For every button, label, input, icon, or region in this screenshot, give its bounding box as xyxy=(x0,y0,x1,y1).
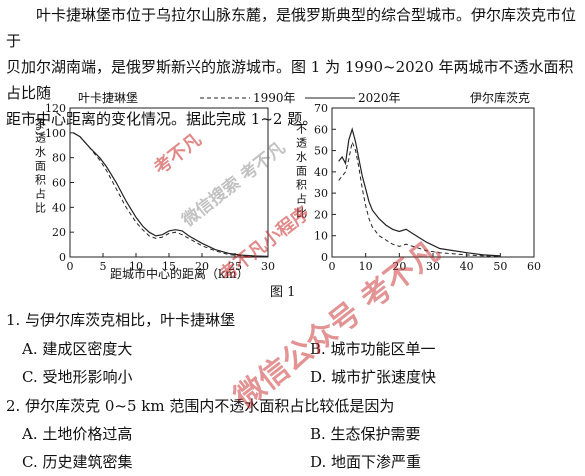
y-tick-label: 100 xyxy=(45,127,66,140)
right-series-2020 xyxy=(338,127,501,257)
left-ylabel: 不透水面积占比 xyxy=(34,118,47,216)
left-axis-ticks: 0 5 10 15 20 25 30 0 20 40 60 80 100 120 xyxy=(45,102,275,273)
right-axis-ticks: 0 10 20 30 40 50 60 0 10 20 30 40 50 60 70 xyxy=(314,102,541,273)
right-chart-title: 伊尔库茨克 xyxy=(470,90,530,105)
left-series-1990 xyxy=(73,132,269,258)
q1-option-b[interactable]: B. 城市功能区单一 xyxy=(310,340,436,358)
y-tick-label: 0 xyxy=(59,251,66,264)
x-tick-label: 25 xyxy=(228,260,242,273)
legend-2020-label: 2020年 xyxy=(358,91,401,105)
x-tick-label: 15 xyxy=(162,260,176,273)
x-tick-label: 5 xyxy=(100,260,107,273)
q1-option-a[interactable]: A. 建成区密度大 xyxy=(22,340,133,358)
y-tick-label: 70 xyxy=(314,102,328,115)
y-tick-label: 20 xyxy=(52,226,66,239)
left-yunit: （%） xyxy=(33,111,45,141)
y-tick-label: 40 xyxy=(52,201,66,214)
y-tick-label: 60 xyxy=(52,177,66,190)
y-tick-label: 30 xyxy=(314,187,328,200)
q2-option-a[interactable]: A. 土地价格过高 xyxy=(22,425,133,443)
y-tick-label: 40 xyxy=(314,166,328,179)
x-tick-label: 0 xyxy=(67,260,74,273)
intro-line-3: 距市中心距离的变化情况。据此完成 1~2 题。 xyxy=(6,110,318,128)
right-plot-frame xyxy=(331,107,535,258)
y-tick-label: 0 xyxy=(321,251,328,264)
x-tick-label: 0 xyxy=(329,260,336,273)
q2-option-b[interactable]: B. 生态保护需要 xyxy=(310,425,421,443)
xlabel: 距城市中心的距离（km） xyxy=(110,266,249,280)
y-tick-label: 60 xyxy=(314,123,328,136)
x-tick-label: 20 xyxy=(195,260,209,273)
q1-option-c[interactable]: C. 受地形影响小 xyxy=(22,368,133,386)
legend-1990-label: 1990年 xyxy=(253,91,296,105)
figure-caption: 图 1 xyxy=(270,285,296,300)
intro-paragraph: 叶卡捷琳堡市位于乌拉尔山脉东麓，是俄罗斯典型的综合型城市。伊尔库茨克市位于 贝加… xyxy=(6,2,581,132)
x-tick-label: 40 xyxy=(460,260,474,273)
right-ylabel: 不透水面积占比 xyxy=(295,123,308,221)
y-tick-label: 120 xyxy=(45,102,66,115)
x-tick-label: 50 xyxy=(493,260,507,273)
y-tick-label: 50 xyxy=(314,145,328,158)
x-tick-label: 10 xyxy=(359,260,373,273)
q2-option-d[interactable]: D. 地面下渗严重 xyxy=(310,453,422,471)
left-plot-frame xyxy=(69,107,269,258)
left-chart-title: 叶卡捷琳堡 xyxy=(78,90,138,105)
intro-line-1: 叶卡捷琳堡市位于乌拉尔山脉东麓，是俄罗斯典型的综合型城市。伊尔库茨克市位于 xyxy=(6,6,577,50)
left-series-2020 xyxy=(73,132,269,257)
x-tick-label: 20 xyxy=(392,260,406,273)
question-2-stem: 2. 伊尔库茨克 0~5 km 范围内不透水面积占比较低是因为 xyxy=(6,397,395,415)
y-tick-label: 10 xyxy=(314,230,328,243)
x-tick-label: 30 xyxy=(426,260,440,273)
y-tick-label: 20 xyxy=(314,208,328,221)
q1-option-d[interactable]: D. 城市扩张速度快 xyxy=(310,368,437,386)
right-series-1990 xyxy=(338,140,501,257)
intro-line-2: 贝加尔湖南端，是俄罗斯新兴的旅游城市。图 1 为 1990~2020 年两城市不… xyxy=(6,58,574,102)
x-tick-label: 10 xyxy=(129,260,143,273)
q2-option-c[interactable]: C. 历史建筑密集 xyxy=(22,453,133,471)
x-tick-label: 60 xyxy=(527,260,541,273)
x-tick-label: 30 xyxy=(261,260,275,273)
question-1-stem: 1. 与伊尔库茨克相比，叶卡捷琳堡 xyxy=(6,311,236,329)
y-tick-label: 80 xyxy=(52,152,66,165)
